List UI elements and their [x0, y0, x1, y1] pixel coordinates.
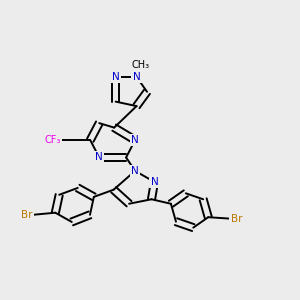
Text: CH₃: CH₃	[132, 60, 150, 70]
Text: N: N	[112, 72, 119, 82]
Text: N: N	[131, 135, 139, 145]
Text: CF₃: CF₃	[44, 135, 60, 145]
Text: N: N	[131, 166, 139, 176]
Text: N: N	[95, 152, 103, 163]
Text: Br: Br	[21, 210, 33, 220]
Text: N: N	[133, 72, 140, 82]
Text: N: N	[151, 177, 158, 187]
Text: Br: Br	[231, 214, 242, 224]
